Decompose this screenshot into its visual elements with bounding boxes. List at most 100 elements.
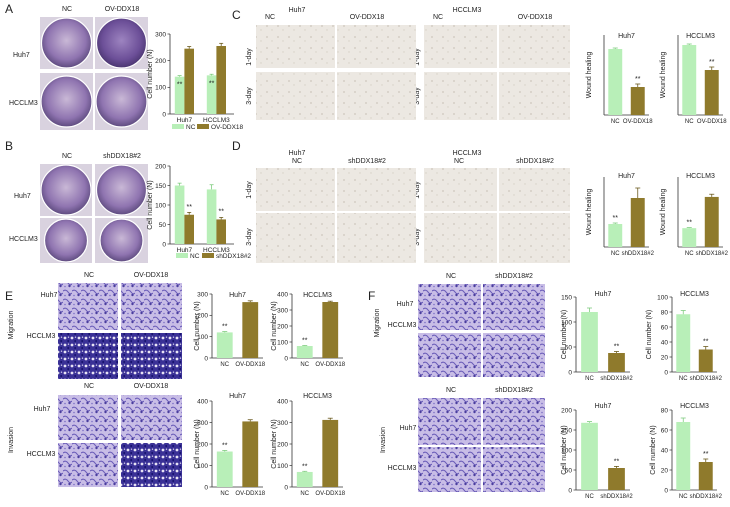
transwell-image — [418, 447, 481, 492]
y-tick-label: 100 — [155, 202, 166, 209]
bar — [682, 228, 697, 247]
row-label-hcclm3: HCCLM3 — [27, 451, 56, 458]
col-label-nc: NC — [84, 383, 94, 390]
wound-image — [337, 168, 416, 211]
transwell-image — [121, 443, 182, 487]
y-tick-label: 40 — [661, 339, 669, 346]
y-axis-label: Wound healing — [660, 52, 667, 99]
x-tick-label: OV-DDX18 — [315, 491, 345, 497]
sig-label: ** — [302, 463, 308, 470]
row-label-hcclm3: HCCLM3 — [9, 236, 38, 243]
chart-title: HCCLM3 — [303, 393, 332, 400]
y-tick-label: 300 — [197, 420, 208, 427]
sig-label: ** — [218, 208, 224, 215]
legend-swatch — [202, 253, 214, 258]
bar — [630, 198, 645, 247]
transwell-image — [483, 447, 545, 492]
legend-label: OV-DDX18 — [211, 124, 244, 131]
legend-swatch — [176, 253, 188, 258]
wound-image — [256, 213, 335, 263]
col-label-nc: NC — [454, 158, 464, 165]
bar — [704, 70, 719, 115]
col-label-nc: NC — [446, 273, 456, 280]
transwell-image — [483, 333, 545, 377]
chart-e4: 0 100 200 300 400 HCCLM3 Cell number (N) ** NC OV… — [271, 393, 346, 497]
chart-f3: 0 50 100 150 200 Huh7 Cell number (N) NC ** shDDX… — [561, 403, 633, 500]
panel-letter-c: C — [232, 8, 241, 22]
col-label-nc: NC — [62, 153, 72, 160]
row-label-3day: 3-day — [246, 87, 253, 105]
y-tick-label: 50 — [565, 467, 573, 474]
x-tick-label: OV-DDX18 — [697, 119, 727, 125]
x-tick-label: OV-DDX18 — [235, 491, 265, 497]
y-axis-label: Cell number (N) — [194, 419, 201, 468]
row-label-huh7: Huh7 — [397, 301, 414, 308]
row-label-hcclm3: HCCLM3 — [27, 333, 56, 340]
x-tick-label: Huh7 — [177, 247, 193, 254]
col-label-ov: OV-DDX18 — [105, 6, 140, 13]
wound-image — [499, 25, 570, 68]
x-tick-label: NC — [220, 491, 229, 497]
wound-image — [499, 72, 570, 120]
x-tick-label: HCCLM3 — [203, 117, 230, 124]
transwell-image — [121, 333, 182, 379]
sig-label: ** — [302, 338, 308, 345]
wound-image — [337, 213, 416, 263]
y-tick-label: 100 — [277, 463, 288, 470]
chart-title: HCCLM3 — [680, 291, 709, 298]
dish-a-nc-huh7 — [40, 17, 93, 69]
group-label-hcclm3: HCCLM3 — [453, 7, 482, 14]
chart-title: Huh7 — [229, 292, 246, 299]
col-label-sh: shDDX18#2 — [103, 153, 141, 160]
dish-a-ov-huh7 — [95, 17, 148, 69]
y-tick-label: 80 — [661, 407, 669, 414]
bar — [704, 196, 719, 247]
sig-label: ** — [222, 442, 228, 449]
sig-label: ** — [613, 215, 619, 222]
col-label-sh: shDDX18#2 — [495, 273, 533, 280]
x-tick-label: HCCLM3 — [203, 247, 230, 254]
bar — [698, 462, 713, 490]
bar — [630, 87, 645, 115]
y-axis-label: Cell number (N) — [147, 49, 154, 98]
bar — [676, 314, 691, 372]
y-tick-label: 0 — [284, 484, 288, 491]
bar — [242, 421, 259, 487]
bar — [216, 332, 233, 358]
x-tick-label: NC — [679, 376, 688, 382]
x-tick-label: NC — [220, 362, 229, 368]
y-tick-label: 200 — [277, 323, 288, 330]
y-tick-label: 20 — [661, 354, 669, 361]
transwell-image — [483, 284, 545, 330]
row-label-1day: 1-day — [246, 181, 253, 199]
y-tick-label: 0 — [284, 355, 288, 362]
y-tick-label: 60 — [661, 427, 669, 434]
dish-b-nc-huh7 — [40, 164, 92, 216]
chart-a: 0 100 200 300 Cell number (N) ** Huh7 ** HCCLM3 N… — [147, 31, 244, 131]
col-label-nc: NC — [62, 6, 72, 13]
wound-image — [337, 72, 416, 120]
y-axis-label: Cell number (N) — [650, 425, 657, 474]
y-tick-label: 50 — [159, 222, 167, 229]
x-tick-label: NC — [611, 251, 620, 257]
panel-letter-a: A — [5, 2, 13, 16]
y-tick-label: 0 — [204, 484, 208, 491]
chart-title: Huh7 — [595, 403, 612, 410]
dish-a-ov-hcclm3 — [95, 75, 148, 128]
row-label-3day: 3-day — [414, 87, 421, 105]
transwell-image — [418, 398, 481, 445]
transwell-image — [483, 398, 545, 445]
row-label-huh7: Huh7 — [13, 52, 30, 59]
col-label-nc: NC — [84, 272, 94, 279]
chart-d2: HCCLM3 Wound healing ** NC shDDX18#2 — [660, 173, 729, 257]
chart-title: Huh7 — [229, 393, 246, 400]
y-tick-label: 60 — [661, 324, 669, 331]
y-tick-label: 300 — [155, 31, 166, 38]
bar — [581, 422, 598, 490]
bar — [242, 302, 259, 358]
row-label-hcclm3: HCCLM3 — [9, 100, 38, 107]
sig-label: ** — [209, 80, 215, 87]
sig-label: ** — [222, 324, 228, 331]
col-label-sh: shDDX18#2 — [495, 387, 533, 394]
